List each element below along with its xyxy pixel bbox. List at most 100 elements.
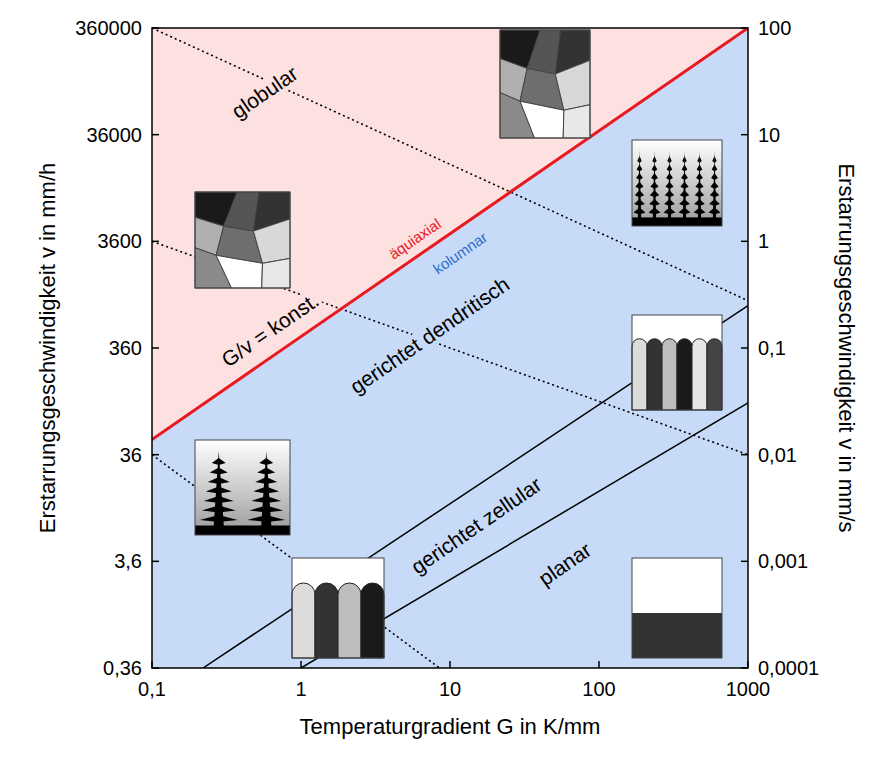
dendrite-arm (219, 486, 232, 493)
dendrite-arm (253, 486, 266, 493)
dendrite-arm (715, 156, 717, 163)
icon-frame (292, 558, 384, 658)
y-tick-label: 3600 (98, 230, 143, 252)
cell (692, 339, 707, 410)
cell (361, 583, 384, 658)
dendrite-arm (640, 208, 646, 215)
dendrite-arm (640, 165, 643, 172)
dendrite-arm (266, 496, 281, 503)
icon-frame (632, 558, 722, 658)
dendrite-arm (710, 182, 714, 189)
annotation: äquiaxial (384, 214, 446, 264)
dendrite-arm (655, 190, 660, 197)
plot-area (152, 28, 748, 668)
y-tick (152, 667, 159, 669)
cell (338, 583, 361, 658)
dendrite-arm (634, 199, 639, 206)
y2-tick-label: 0,0001 (758, 657, 819, 679)
icon-bg (195, 192, 290, 288)
icon-bg (292, 558, 384, 658)
dendrite-arm (695, 190, 700, 197)
dendrite-arm (655, 156, 657, 163)
x-tick (747, 661, 749, 668)
dendrite-arm (640, 182, 644, 189)
dendrite-arm (680, 182, 684, 189)
icon-bg (632, 140, 722, 226)
dendrite-arm (655, 182, 659, 189)
y2-tick (741, 561, 748, 563)
dendrite-arm (259, 458, 266, 465)
dendrite-arm (266, 477, 277, 484)
dendrite-arm (700, 156, 702, 163)
dendrite-arm (219, 505, 236, 512)
dendrite-arm (652, 156, 654, 163)
dendrite-arm (219, 515, 238, 522)
dendrite-arm (685, 173, 688, 180)
y-tick-label: 0,36 (103, 657, 142, 679)
annotation-patch (533, 538, 596, 591)
dendrite-arm (655, 165, 658, 172)
dendrite-arm (640, 199, 645, 206)
dendrite-arm (266, 505, 283, 512)
dendrite-arm (200, 515, 219, 522)
x-tick (300, 661, 302, 668)
y2-tick-label: 0,001 (758, 550, 808, 572)
y-tick (152, 454, 159, 456)
dendrite-arm (219, 496, 234, 503)
dendrite-arm (670, 156, 672, 163)
chart: 0,111010010000,363,636360360036000360000… (0, 0, 888, 766)
x-tick-label: 10 (439, 678, 461, 700)
annotation: gerichtet dendritisch (344, 271, 515, 399)
dendrite-arm (681, 173, 684, 180)
icon-bg (632, 315, 722, 410)
dendrite-arm (249, 505, 266, 512)
x-tick (151, 661, 153, 668)
region-below (152, 28, 748, 668)
icon-frame (195, 440, 290, 535)
dendrite-arm (696, 173, 699, 180)
dendrite-arm (715, 199, 720, 206)
dendrite-arm (666, 173, 669, 180)
y2-tick-label: 100 (758, 17, 791, 39)
annotation-patch (345, 272, 515, 398)
dendrite-arm (251, 496, 266, 503)
dendrite-arm (266, 486, 279, 493)
annotation-patch (406, 472, 547, 578)
dendrite-arm (634, 208, 640, 215)
annotation: G/v = konst. (216, 287, 325, 372)
dendrite-arm (709, 208, 715, 215)
dendrite-arm (680, 190, 685, 197)
annotation-text: äquiaxial (385, 215, 443, 263)
grain (262, 258, 290, 288)
cell (315, 583, 338, 658)
dendrite-arm (640, 156, 642, 163)
dendrite-arm (266, 458, 273, 465)
dendrite-arm (700, 173, 703, 180)
dendrite-arm (635, 182, 639, 189)
annotations: globularG/v = konst.äquiaxialkolumnarger… (216, 60, 598, 591)
dendrite-arm (682, 156, 684, 163)
dendrite-arm (700, 190, 705, 197)
dendrite-arm (212, 458, 219, 465)
dendrite-arm (649, 208, 655, 215)
y-tick-label: 36 (120, 444, 142, 466)
dendrite-arm (670, 165, 673, 172)
dendrite-arm (715, 190, 720, 197)
x-tick (449, 661, 451, 668)
annotation-text: globular (227, 61, 302, 122)
y2-tick (741, 667, 748, 669)
grain (216, 255, 262, 288)
y2-tick (741, 134, 748, 136)
dendrite-arm (664, 208, 670, 215)
annotation-text: planar (534, 538, 595, 590)
icon-bg (500, 30, 590, 138)
y2-tick (741, 27, 748, 29)
y2-tick-label: 0,1 (758, 337, 786, 359)
boundary-line (152, 28, 748, 439)
y2-tick-label: 10 (758, 124, 780, 146)
icon-bg (632, 558, 722, 658)
y2-tick (741, 241, 748, 243)
dendrite-arm (651, 173, 654, 180)
dendrite-arm (665, 190, 670, 197)
dendrite-arm (635, 190, 640, 197)
